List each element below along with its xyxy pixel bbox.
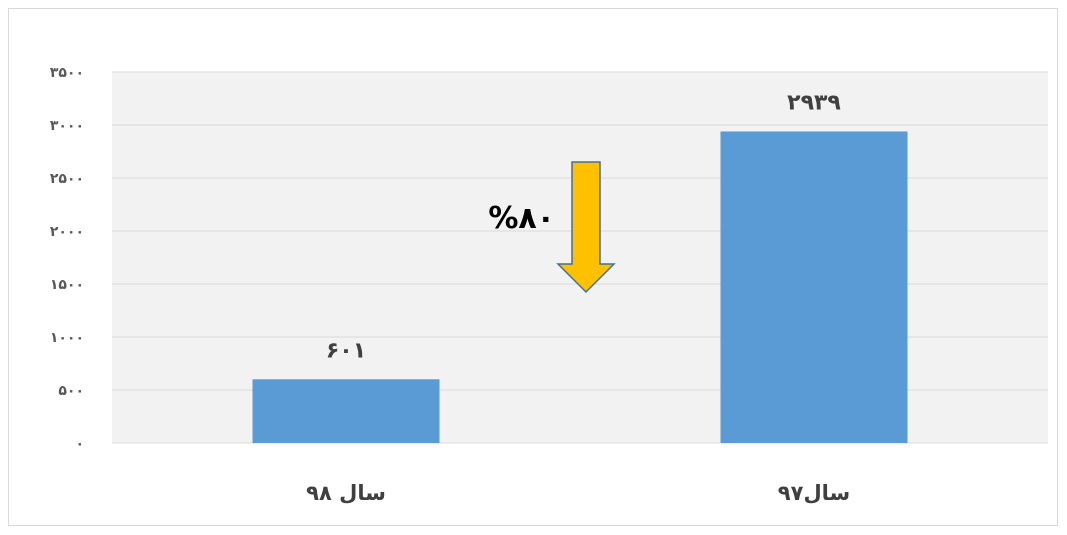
y-tick-label: ۲۰۰۰ [50,224,84,240]
y-axis-ticks: ۰ ۵۰۰ ۱۰۰۰ ۱۵۰۰ ۲۰۰۰ ۲۵۰۰ ۳۰۰۰ ۳۵۰۰ [50,65,84,452]
change-annotation: %۸۰ [488,161,616,294]
down-arrow-icon [556,161,616,294]
bar [252,379,440,443]
y-tick-label: ۱۵۰۰ [50,277,84,293]
category-label: سال۹۷ [778,481,850,505]
y-tick-label: ۵۰۰ [58,383,84,399]
percent-change-label: %۸۰ [488,201,555,236]
bars [252,131,908,443]
bar [720,131,908,443]
category-label: سال ۹۸ [306,481,386,505]
y-tick-label: ۱۰۰۰ [50,330,84,346]
y-tick-label: ۳۰۰۰ [50,118,84,134]
data-labels: ۶۰۱ ۲۹۳۹ [326,90,841,363]
data-label: ۲۹۳۹ [787,90,841,115]
x-axis-categories: سال ۹۸ سال۹۷ [306,481,850,505]
y-tick-label: ۲۵۰۰ [50,171,84,187]
data-label: ۶۰۱ [326,338,366,363]
y-tick-label: ۰ [75,436,84,452]
y-tick-label: ۳۵۰۰ [50,65,84,81]
